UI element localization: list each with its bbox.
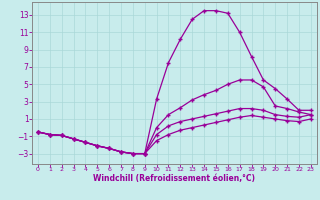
X-axis label: Windchill (Refroidissement éolien,°C): Windchill (Refroidissement éolien,°C) — [93, 174, 255, 183]
